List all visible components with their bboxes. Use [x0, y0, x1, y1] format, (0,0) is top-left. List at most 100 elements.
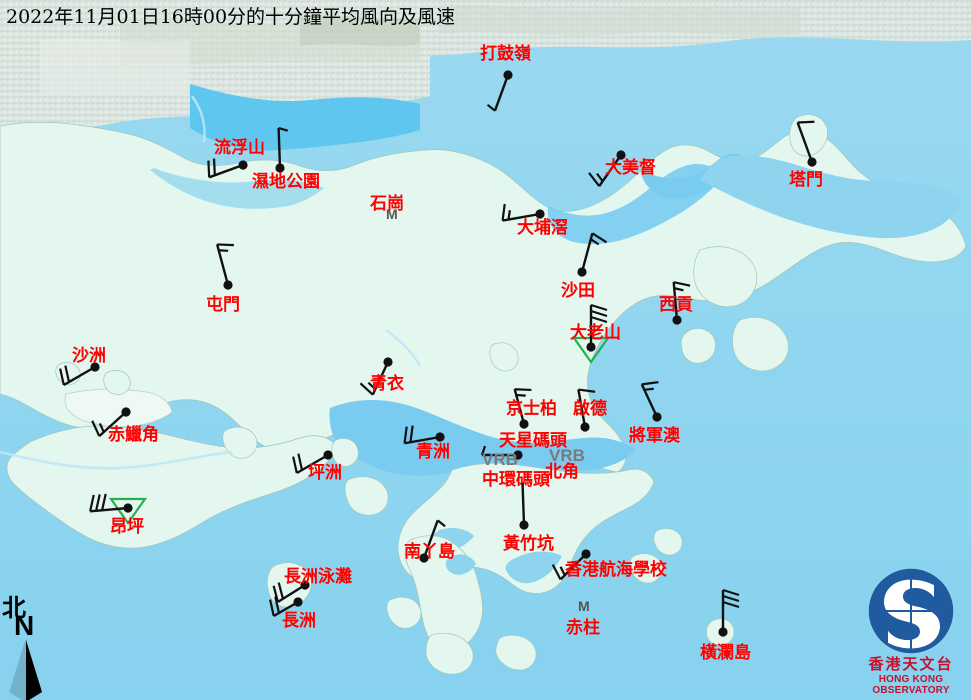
station-dot: [275, 163, 285, 173]
station-dot: [238, 160, 248, 170]
wind-barb-full: [274, 596, 281, 614]
wind-barb-full: [722, 594, 740, 603]
wind-barb-full: [91, 420, 101, 437]
hko-logo-text-zh: 香港天文台: [868, 655, 954, 673]
wind-barb-icon: [519, 482, 529, 530]
station-dot: [519, 520, 529, 530]
wind-barb-icon: [571, 303, 611, 364]
deep-bay-inner: [150, 168, 324, 209]
station-dot: [718, 627, 728, 637]
station-dot: [383, 357, 393, 367]
station-dot: [535, 209, 545, 219]
wind-barb-shaft: [422, 520, 439, 559]
wind-barb-full: [591, 232, 608, 244]
station-label: 打鼓嶺: [480, 44, 531, 64]
wind-barb-icon: [359, 357, 393, 396]
mirs-bay-water: [700, 155, 962, 239]
wind-barb-shaft: [273, 600, 299, 618]
station-dot: [223, 280, 233, 290]
repulse-bay-water: [505, 551, 562, 584]
wind-barb-icon: [480, 445, 523, 460]
wind-barb-shaft: [277, 127, 282, 169]
wind-barb-half: [278, 126, 289, 132]
station-dot: [300, 580, 310, 590]
station-label: 青洲: [416, 442, 450, 462]
green-triangle-marker: [108, 497, 148, 525]
station-dot: [519, 419, 529, 429]
station-label: 南丫島: [404, 542, 455, 562]
wind-barb-icon: [89, 493, 148, 525]
mainland-satellite-imagery: [0, 0, 971, 134]
wind-barb-full: [590, 315, 608, 324]
wind-barb-full: [551, 564, 562, 580]
wind-barb-icon: [207, 158, 248, 179]
station-label: 北角: [545, 462, 579, 482]
station-dot: [123, 503, 133, 513]
station-dot: [672, 315, 682, 325]
station-dot: [616, 150, 626, 160]
lantau-island-landmass: [6, 425, 339, 549]
station-label: 將軍澳: [629, 426, 680, 446]
wind-barb-half: [507, 210, 511, 220]
compass-label-en: N: [14, 610, 35, 641]
wind-barb-icon: [577, 388, 596, 432]
station-dot: [435, 432, 445, 442]
wind-barb-icon: [551, 549, 591, 581]
wind-barb-shaft: [577, 389, 587, 428]
station-label: 沙洲: [72, 346, 106, 366]
wind-barb-full: [269, 599, 275, 617]
wind-barb-icon: [275, 126, 289, 173]
wind-barb-half: [486, 103, 496, 112]
wind-barb-half: [673, 287, 684, 292]
wind-barb-full: [277, 582, 285, 600]
station-label: 石崗: [370, 194, 404, 214]
wind-barb-icon: [403, 425, 445, 445]
station-dot: [121, 407, 131, 417]
wind-barb-icon: [292, 450, 333, 475]
station-label: 長洲泳灘: [284, 567, 352, 587]
variable-wind-marker: VRB: [549, 446, 585, 465]
station-dot: [581, 549, 591, 559]
wind-barb-shaft: [521, 482, 526, 526]
wind-barb-shaft: [371, 361, 390, 396]
wind-barb-shaft: [277, 583, 306, 603]
tolo-channel-water: [547, 163, 724, 245]
wind-barb-shaft: [796, 122, 814, 163]
station-label: 中環碼頭: [482, 470, 550, 490]
wind-barb-full: [64, 365, 71, 383]
wind-barb-icon: [588, 150, 626, 187]
wind-barb-full: [797, 120, 815, 124]
station-dot: [293, 597, 303, 607]
station-dot: [90, 362, 100, 372]
wind-barb-full: [578, 388, 596, 393]
wind-barb-full: [212, 158, 216, 176]
compass-rose: 北 N: [2, 588, 62, 700]
wind-barb-half: [480, 445, 487, 456]
wind-barb-half: [367, 381, 377, 390]
wind-barb-icon: [272, 580, 310, 603]
station-label: 流浮山: [214, 138, 265, 158]
wind-barb-full: [409, 425, 414, 443]
wind-barb-icon: [59, 362, 100, 387]
station-label: 沙田: [561, 281, 595, 301]
page-title: 2022年11月01日16時00分的十分鐘平均風向及風速: [6, 6, 456, 28]
wind-barb-full: [359, 382, 374, 396]
wind-barb-full: [641, 381, 659, 386]
wind-barb-icon: [796, 120, 817, 167]
wind-barb-half: [98, 422, 105, 433]
station-dot: [577, 267, 587, 277]
station-label: 京士柏: [506, 399, 557, 419]
wind-barb-icon: [486, 70, 513, 112]
station-label: 啟德: [573, 399, 607, 419]
station-label: 赤柱: [566, 618, 600, 638]
hko-logo-text-en: HONG KONG OBSERVATORY: [872, 674, 950, 696]
wind-barb-full: [722, 588, 740, 597]
wind-barb-half: [436, 519, 446, 528]
wind-barb-half: [590, 238, 600, 246]
hko-logo-icon: [867, 567, 955, 655]
wind-barb-shaft: [63, 365, 96, 387]
wind-barb-half: [559, 566, 566, 576]
water-channels: [0, 95, 422, 470]
